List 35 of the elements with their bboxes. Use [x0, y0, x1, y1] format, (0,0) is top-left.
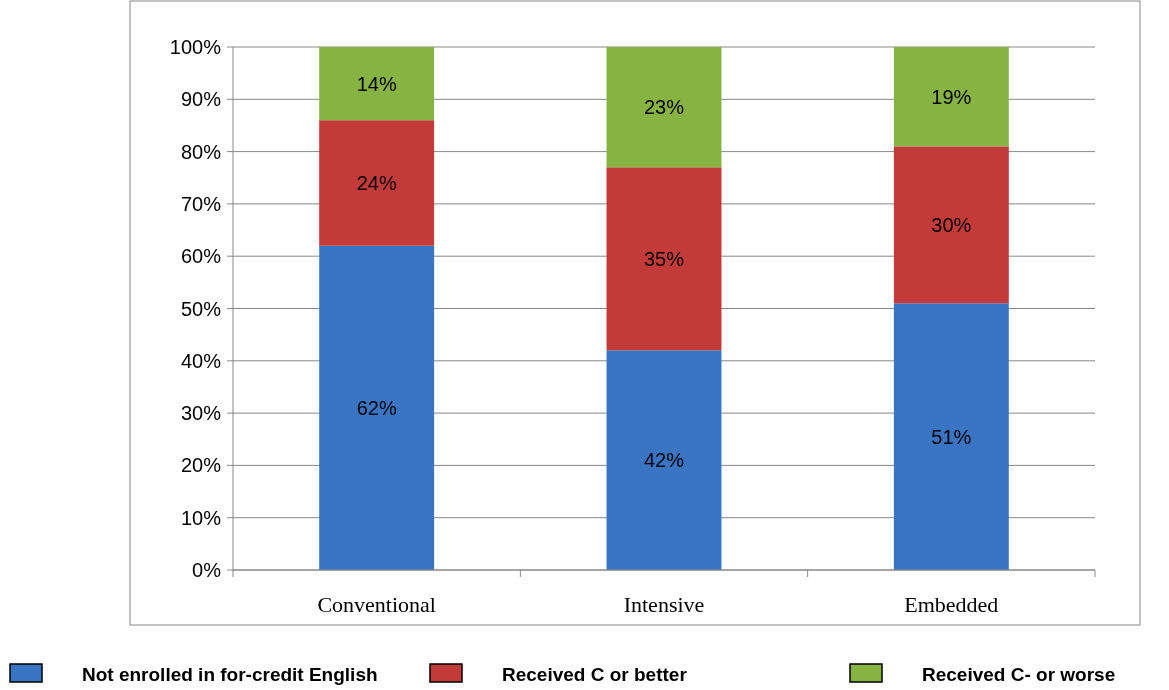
data-label: 35%: [643, 247, 685, 270]
bar: [319, 120, 435, 246]
y-tick-label: 60%: [180, 245, 222, 268]
bar: [893, 47, 1009, 147]
y-tick-label: 80%: [180, 140, 222, 163]
y-tick-label: 40%: [180, 349, 222, 372]
y-tick-label: 10%: [180, 506, 222, 529]
data-label: 24%: [356, 171, 397, 194]
y-tick-label: 20%: [180, 454, 222, 477]
bar: [606, 167, 722, 351]
data-label: 42%: [643, 449, 685, 472]
x-tick-label: Conventional: [317, 592, 436, 617]
data-label: 23%: [643, 96, 685, 119]
bar: [319, 47, 435, 121]
data-label: 62%: [356, 396, 397, 419]
y-tick-label: 70%: [180, 192, 222, 215]
y-tick-label: 100%: [169, 36, 222, 58]
y-tick-label: 50%: [180, 297, 222, 320]
legend-label: Not enrolled in for-credit English: [82, 663, 378, 685]
x-tick-label: Intensive: [623, 592, 705, 617]
bar: [893, 146, 1009, 304]
legend-label: Received C- or worse: [922, 663, 1116, 685]
data-label: 51%: [931, 425, 972, 448]
bar: [319, 245, 435, 570]
x-tick-label: Embedded: [904, 592, 999, 617]
data-label: 14%: [356, 72, 397, 95]
bar: [893, 303, 1009, 570]
bar: [606, 350, 722, 570]
data-label: 30%: [931, 213, 972, 236]
y-tick-label: 0%: [192, 559, 222, 581]
y-tick-label: 30%: [180, 402, 222, 425]
bar: [606, 47, 722, 168]
legend-label: Received C or better: [502, 663, 688, 685]
data-label: 19%: [931, 85, 972, 108]
y-tick-label: 90%: [180, 88, 222, 111]
